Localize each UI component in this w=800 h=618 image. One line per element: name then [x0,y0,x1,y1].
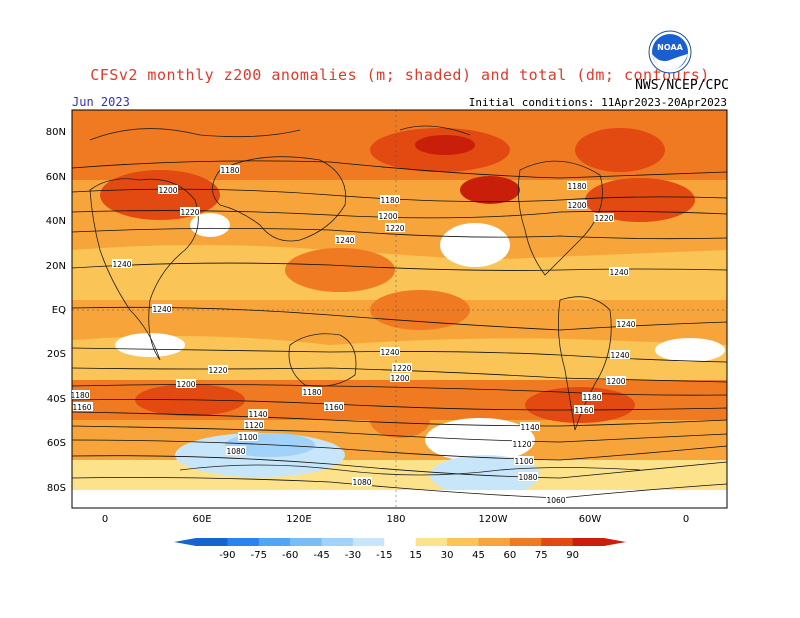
contour-label: 1140 [248,410,267,419]
contour-label: 1200 [567,201,586,210]
contour-label: 1060 [546,496,565,505]
forecast-month: Jun 2023 [72,95,130,109]
contour-label: 1180 [567,182,586,191]
contour-label: 1180 [220,166,239,175]
contour-label: 1240 [112,260,131,269]
colorbar-swatch [509,538,542,546]
contour-label: 1140 [520,423,539,432]
colorbar-swatch [290,538,323,546]
contour-label: 1240 [335,236,354,245]
lon-label: 60W [579,514,602,525]
colorbar-tick-label: 30 [441,550,454,561]
lat-label: 20N [46,261,66,272]
colorbar-tick-label: 75 [535,550,548,561]
colorbar-swatch [352,538,385,546]
contour-label: 1240 [609,268,628,277]
lon-label: 120W [479,514,508,525]
agency-label: NWS/NCEP/CPC [635,78,729,93]
contour-label: 1240 [152,305,171,314]
contour-label: 1220 [385,224,404,233]
lat-label: 80N [46,127,66,138]
contour-label: 1200 [158,186,177,195]
contour-label: 1240 [616,320,635,329]
contour-label: 1160 [574,406,593,415]
colorbar-tick-label: -15 [376,550,392,561]
contour-label: 1100 [514,457,533,466]
lon-label: 180 [386,514,405,525]
chart-title: CFSv2 monthly z200 anomalies (m; shaded)… [90,66,710,84]
contour-label: 1080 [518,473,537,482]
colorbar-tick-label: 90 [566,550,579,561]
contour-label: 1180 [302,388,321,397]
contour-label: 1180 [70,391,89,400]
lon-label: 60E [192,514,211,525]
initial-conditions: Initial conditions: 11Apr2023-20Apr2023 [468,96,727,109]
latitude-labels: 80N 60N 40N 20N EQ 20S 40S 60S 80S [46,127,66,494]
noaa-logo: NOAA [648,30,692,74]
contour-label: 1240 [380,348,399,357]
contour-label: 1120 [512,440,531,449]
contour-label: 1160 [324,403,343,412]
colorbar-swatch [447,538,479,546]
colorbar-swatch [258,538,291,546]
colorbar: -90 -75 -60 -45 -30 -15 15 30 45 60 75 90 [174,538,626,561]
logo-text: NOAA [657,43,683,52]
colorbar-swatch [541,538,574,546]
colorbar-tick-label: -90 [219,550,235,561]
contour-label: 1180 [380,196,399,205]
colorbar-swatch [227,538,260,546]
lon-label: 0 [683,514,689,525]
colorbar-swatch [196,538,228,546]
colorbar-swatch [415,538,448,546]
lat-label: 60S [47,438,66,449]
contour-label: 1220 [208,366,227,375]
colorbar-tick-label: -30 [345,550,361,561]
contour-label: 1200 [176,380,195,389]
contour-label: 1240 [610,351,629,360]
contour-label: 1080 [352,478,371,487]
colorbar-tick-label: -75 [251,550,267,561]
lat-label: 80S [47,483,66,494]
grid-lines [72,110,727,508]
colorbar-arrow-high [604,538,626,546]
lon-label: 0 [102,514,108,525]
contour-label: 1120 [244,421,263,430]
lat-label: 40S [47,394,66,405]
colorbar-swatch [572,538,605,546]
colorbar-tick-label: 15 [409,550,422,561]
lon-label: 120E [286,514,311,525]
longitude-labels: 0 60E 120E 180 120W 60W 0 [102,514,689,525]
colorbar-swatch [384,538,417,546]
contour-label: 1100 [238,433,257,442]
lat-label: EQ [52,305,66,316]
contour-label: 1160 [72,403,91,412]
colorbar-tick-label: -45 [313,550,329,561]
contour-label: 1080 [226,447,245,456]
colorbar-arrow-low [174,538,196,546]
map-frame [71,109,728,509]
lat-label: 60N [46,172,66,183]
lat-label: 20S [47,349,66,360]
contour-label: 1220 [180,208,199,217]
colorbar-tick-label: 60 [503,550,516,561]
contour-label: 1200 [378,212,397,221]
contour-label: 1220 [594,214,613,223]
contour-labels: 1180 1200 1220 1240 1180 1200 1220 1240 … [70,165,636,505]
contour-label: 1180 [582,393,601,402]
coastlines [89,125,641,476]
lat-label: 40N [46,216,66,227]
contour-label: 1200 [390,374,409,383]
colorbar-tick-label: 45 [472,550,485,561]
contour-label: 1200 [606,377,625,386]
colorbar-swatch [321,538,354,546]
contour-label: 1220 [392,364,411,373]
colorbar-tick-label: -60 [282,550,298,561]
colorbar-swatch [478,538,511,546]
